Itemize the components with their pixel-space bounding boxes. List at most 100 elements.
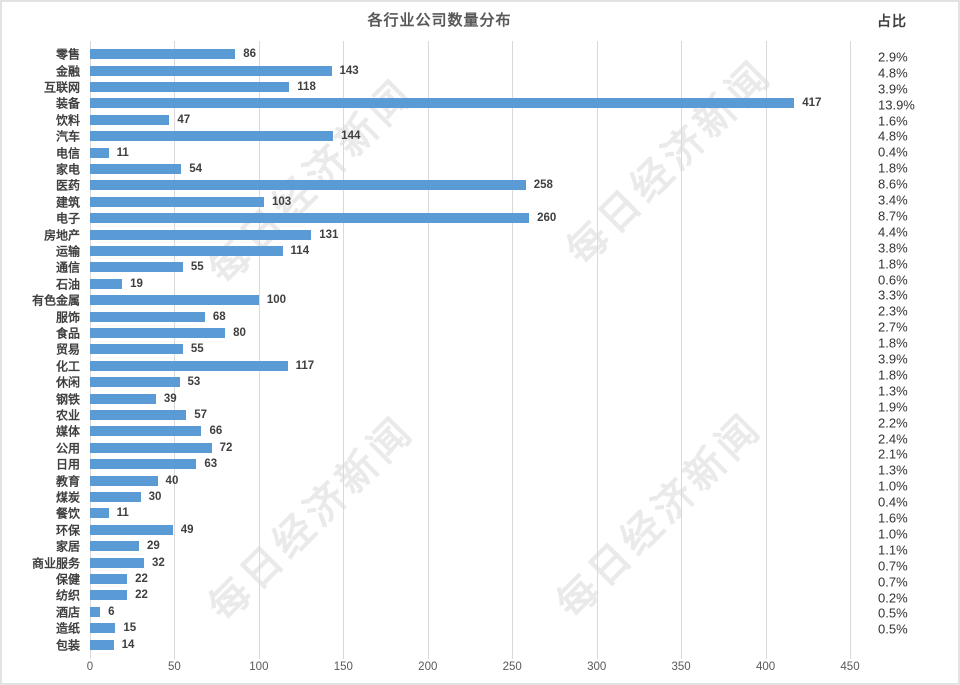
percent-value: 4.8% <box>878 65 908 81</box>
category-label: 商业服务 <box>31 556 80 571</box>
category-label: 电信 <box>55 146 80 161</box>
category-label: 石油 <box>55 277 80 292</box>
bar-row: 40 <box>90 472 850 488</box>
bar <box>90 377 180 388</box>
bar-row: 6 <box>90 604 850 620</box>
bar <box>90 524 173 535</box>
percent-value: 1.6% <box>878 510 908 526</box>
category-label: 造纸 <box>55 621 80 636</box>
bar <box>90 459 197 470</box>
bar <box>90 491 141 502</box>
percent-value: 3.8% <box>878 240 908 256</box>
bar-row: 32 <box>90 554 850 570</box>
percent-value: 1.3% <box>878 383 908 399</box>
bar-row: 86 <box>90 46 850 62</box>
value-label: 47 <box>177 113 191 126</box>
bar <box>90 163 182 174</box>
value-label: 143 <box>339 64 359 77</box>
plot-area: 86 143 118 417 47 144 11 54 258 103 260 131 114 55 19 1… <box>90 41 851 659</box>
bar <box>90 196 264 207</box>
category-label: 煤炭 <box>55 490 80 505</box>
bar-row: 66 <box>90 423 850 439</box>
value-label: 86 <box>243 48 257 61</box>
bar-row: 417 <box>90 95 850 111</box>
bar <box>90 262 183 273</box>
x-axis-tick-label: 150 <box>333 661 353 673</box>
x-axis-tick-label: 200 <box>418 661 438 673</box>
bar <box>90 245 283 256</box>
value-label: 11 <box>116 146 129 159</box>
category-label: 装备 <box>55 96 80 111</box>
bar <box>90 557 145 568</box>
bar <box>90 180 526 191</box>
bar-row: 19 <box>90 276 850 292</box>
bar-row: 80 <box>90 325 850 341</box>
x-axis-tick-label: 350 <box>671 661 691 673</box>
category-label: 环保 <box>55 523 80 538</box>
category-label: 通信 <box>55 260 80 275</box>
category-label: 钢铁 <box>55 392 80 407</box>
value-label: 54 <box>189 162 202 175</box>
gridline <box>596 41 598 659</box>
bar <box>90 49 236 60</box>
value-label: 53 <box>187 376 201 389</box>
bar <box>90 475 158 486</box>
percent-value: 3.4% <box>878 192 908 208</box>
value-label: 80 <box>233 326 246 339</box>
value-label: 39 <box>163 392 177 405</box>
percent-value: 0.4% <box>878 494 908 510</box>
category-label: 化工 <box>55 359 80 374</box>
bar <box>90 311 205 322</box>
category-label: 教育 <box>55 474 80 489</box>
category-label: 纺织 <box>55 588 80 603</box>
bar-row: 100 <box>90 292 850 308</box>
category-label: 饮料 <box>55 113 80 128</box>
bar-row: 131 <box>90 226 850 242</box>
percent-value: 1.3% <box>878 462 908 478</box>
gridline <box>258 41 260 659</box>
chart-title: 各行业公司数量分布 <box>367 12 512 29</box>
x-axis-tick-label: 50 <box>168 661 181 673</box>
value-label: 55 <box>190 261 204 274</box>
gridline <box>343 41 345 659</box>
bar-row: 11 <box>90 144 850 160</box>
percent-value: 3.9% <box>878 81 908 97</box>
bar <box>90 65 332 76</box>
bar-row: 55 <box>90 259 850 275</box>
value-label: 6 <box>108 605 115 618</box>
bar <box>90 278 123 289</box>
gridline <box>681 41 683 659</box>
category-label: 有色金属 <box>31 293 80 308</box>
bar <box>90 508 109 519</box>
bar <box>90 344 183 355</box>
bar-row: 143 <box>90 62 850 78</box>
bar-row: 63 <box>90 456 850 472</box>
x-axis-tick-label: 450 <box>840 661 860 673</box>
value-label: 131 <box>319 228 339 241</box>
bar-row: 47 <box>90 112 850 128</box>
percent-value: 0.7% <box>878 558 908 574</box>
bar-row: 39 <box>90 390 850 406</box>
value-label: 68 <box>212 310 226 323</box>
bar-row: 11 <box>90 505 850 521</box>
percent-value: 2.4% <box>878 431 908 447</box>
bar <box>90 606 101 617</box>
percent-value: 0.4% <box>878 144 908 160</box>
percent-value: 0.2% <box>878 590 908 606</box>
category-label: 休闲 <box>55 375 80 390</box>
percent-value: 2.7% <box>878 319 908 335</box>
value-label: 22 <box>135 572 148 585</box>
value-label: 100 <box>266 294 287 307</box>
value-label: 66 <box>209 425 223 438</box>
bar-row: 118 <box>90 79 850 95</box>
value-label: 19 <box>130 277 143 290</box>
bar <box>90 81 290 92</box>
category-label: 零售 <box>55 47 80 62</box>
bar <box>90 98 795 109</box>
category-label: 公用 <box>55 441 80 456</box>
percent-value: 1.1% <box>878 542 908 558</box>
bar <box>90 426 202 437</box>
value-label: 22 <box>135 589 148 602</box>
percent-column-header: 占比 <box>877 13 907 29</box>
